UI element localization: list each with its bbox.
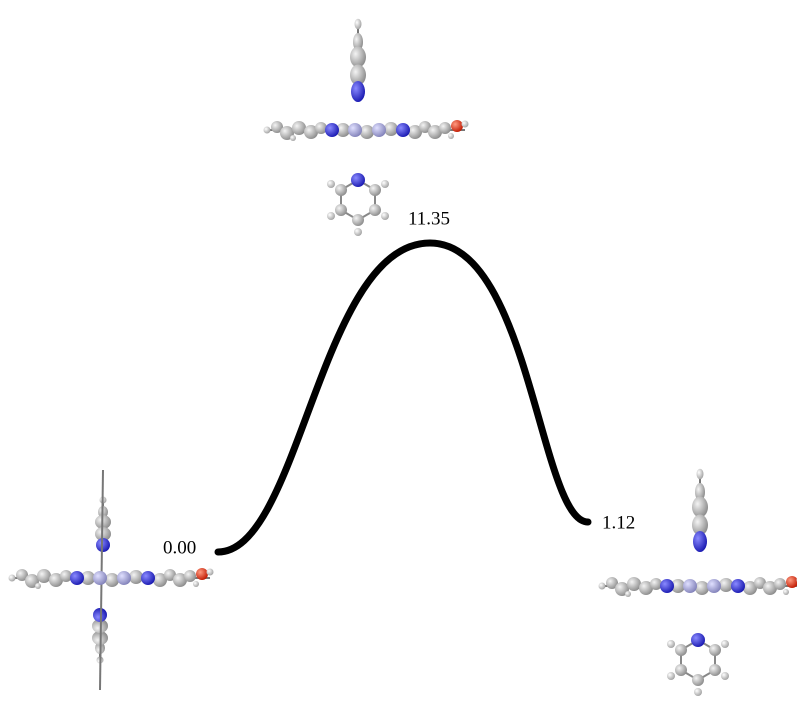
reactant-molecule — [9, 470, 214, 690]
pyridine — [667, 633, 729, 696]
energy-curve — [218, 243, 588, 552]
macrocycle — [9, 568, 214, 589]
axial-ligand — [350, 19, 366, 102]
macrocycle — [599, 576, 797, 597]
energy-label: 11.35 — [408, 208, 450, 229]
transition-molecule — [264, 19, 469, 236]
energy-label: 0.00 — [163, 537, 196, 558]
energy-profile: 0.00 11.35 1.12 — [0, 0, 797, 711]
macrocycle — [264, 120, 469, 141]
energy-label: 1.12 — [602, 512, 635, 533]
product-molecule — [599, 469, 797, 696]
page: 0.00 11.35 1.12 (() => { const data = JS… — [0, 0, 797, 711]
axial-ligand — [692, 469, 708, 552]
pyridine — [327, 173, 389, 236]
